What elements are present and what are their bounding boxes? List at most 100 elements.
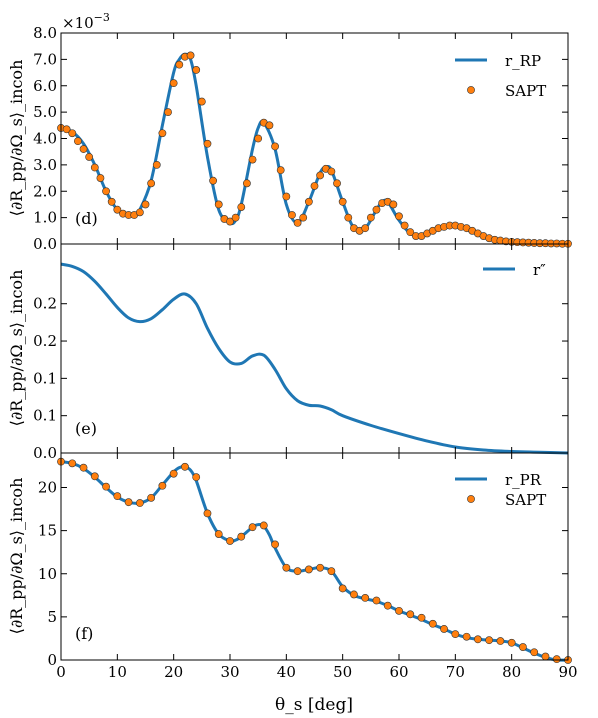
x-tick-label: 80 bbox=[502, 663, 521, 681]
y-multiplier-d: ×10−3 bbox=[62, 11, 110, 32]
axes-frame-f bbox=[60, 452, 569, 661]
y-tick-label: 15 bbox=[38, 522, 57, 540]
data-point-d bbox=[338, 197, 347, 206]
y-tick-label: 0.1 bbox=[33, 407, 57, 425]
legend-label-r-rp: r_RP bbox=[505, 52, 541, 70]
y-tick-label: 5.0 bbox=[33, 103, 57, 121]
y-tick-label: 4.0 bbox=[33, 130, 57, 148]
panel-f: 0 5 10 15 20 (f) ⟨∂R_pp/∂Ω_s⟩_incoh r_PR SAP… bbox=[7, 452, 572, 669]
panel-label-e: (e) bbox=[75, 419, 97, 438]
data-point-f bbox=[90, 472, 99, 481]
data-point-d bbox=[107, 197, 116, 206]
legend-label-r-double-prime: r″ bbox=[533, 261, 546, 279]
data-point-d bbox=[209, 176, 217, 185]
data-point-d bbox=[169, 79, 178, 88]
data-point-f bbox=[428, 619, 437, 628]
data-point-d bbox=[152, 160, 161, 169]
y-tick-label: 7.0 bbox=[33, 50, 57, 68]
data-point-f bbox=[271, 540, 279, 549]
legend-label-sapt-d: SAPT bbox=[505, 82, 546, 100]
data-point-f bbox=[372, 596, 381, 605]
legend-e: r″ bbox=[483, 261, 546, 279]
y-tick-label: 3.0 bbox=[33, 156, 57, 174]
legend-marker-swatch-f bbox=[467, 495, 475, 503]
data-point-f bbox=[147, 493, 156, 502]
data-point-d bbox=[164, 108, 172, 117]
data-point-d bbox=[158, 129, 167, 138]
data-point-d bbox=[231, 213, 240, 222]
data-point-f bbox=[327, 567, 336, 576]
legend-f: r_PR SAPT bbox=[455, 471, 546, 509]
x-tick-label: 40 bbox=[277, 663, 296, 681]
data-point-f bbox=[383, 601, 392, 610]
data-point-d bbox=[288, 211, 296, 219]
data-point-d bbox=[85, 153, 94, 161]
data-point-d bbox=[304, 197, 313, 206]
y-tick-label: 2.0 bbox=[33, 182, 57, 200]
data-point-f bbox=[440, 625, 448, 633]
y-axis-label-f: ⟨∂R_pp/∂Ω_s⟩_incoh bbox=[7, 478, 26, 635]
y-tick-label: 0.0 bbox=[33, 235, 57, 253]
x-tick-label: 70 bbox=[446, 663, 465, 681]
data-point-f bbox=[496, 637, 505, 645]
data-point-f bbox=[462, 632, 471, 641]
data-point-d bbox=[344, 213, 353, 222]
y-tick-label: 20 bbox=[38, 479, 57, 497]
y-tick-label: 0.0 bbox=[33, 444, 57, 462]
data-point-f bbox=[181, 462, 189, 471]
data-point-d bbox=[68, 129, 77, 138]
data-point-d bbox=[293, 218, 302, 227]
data-point-d bbox=[254, 134, 263, 143]
data-point-f bbox=[259, 521, 268, 530]
data-point-d bbox=[62, 125, 71, 134]
legend-label-sapt-f: SAPT bbox=[505, 491, 546, 509]
data-point-f bbox=[169, 469, 178, 478]
data-point-f bbox=[282, 563, 291, 572]
data-point-d bbox=[389, 200, 398, 209]
data-point-d bbox=[141, 200, 150, 209]
data-point-f bbox=[203, 509, 212, 518]
data-point-f bbox=[552, 655, 561, 664]
y-tick-label: 0.2 bbox=[33, 332, 57, 350]
series-line-e bbox=[60, 262, 569, 455]
data-point-d bbox=[113, 205, 122, 214]
y-tick-label: 6.0 bbox=[33, 77, 57, 95]
data-point-f bbox=[304, 565, 313, 574]
data-point-f bbox=[451, 630, 460, 639]
data-point-f bbox=[158, 481, 167, 490]
x-tick-label: 10 bbox=[108, 663, 127, 681]
y-tick-label: 0.2 bbox=[33, 295, 57, 313]
data-point-f bbox=[293, 567, 302, 576]
data-point-f bbox=[79, 463, 88, 472]
x-tick-label: 30 bbox=[220, 663, 239, 681]
data-point-f bbox=[124, 498, 133, 507]
panel-e: 0.0 0.1 0.1 0.2 0.2 (e) ⟨∂R_pp/∂Ω_s⟩_incoh r… bbox=[7, 243, 569, 462]
y-tick-label: 10 bbox=[38, 565, 57, 583]
legend-d: r_RP SAPT bbox=[455, 52, 546, 100]
data-point-d bbox=[282, 192, 291, 201]
data-point-f bbox=[338, 584, 347, 593]
data-point-f bbox=[507, 638, 516, 647]
data-point-d bbox=[361, 224, 370, 233]
y-tick-label: 0.1 bbox=[33, 369, 57, 387]
y-axis-label-d: ⟨∂R_pp/∂Ω_s⟩_incoh bbox=[7, 60, 26, 217]
data-point-d bbox=[242, 179, 251, 188]
data-point-d bbox=[372, 205, 381, 214]
data-point-d bbox=[299, 213, 308, 222]
data-point-d bbox=[90, 163, 99, 172]
data-point-d bbox=[226, 217, 234, 226]
data-point-d bbox=[203, 139, 212, 148]
x-tick-label: 90 bbox=[558, 663, 577, 681]
data-point-f bbox=[192, 473, 201, 482]
data-point-f bbox=[102, 482, 110, 491]
data-point-f bbox=[361, 594, 370, 602]
data-point-f bbox=[214, 530, 223, 538]
data-point-f bbox=[485, 636, 494, 645]
panel-label-d: (d) bbox=[75, 209, 98, 228]
y-tick-label: 8.0 bbox=[33, 24, 57, 42]
legend-marker-swatch-d bbox=[467, 86, 475, 94]
data-point-f bbox=[113, 492, 122, 501]
data-point-d bbox=[237, 203, 246, 211]
data-point-d bbox=[395, 212, 403, 221]
